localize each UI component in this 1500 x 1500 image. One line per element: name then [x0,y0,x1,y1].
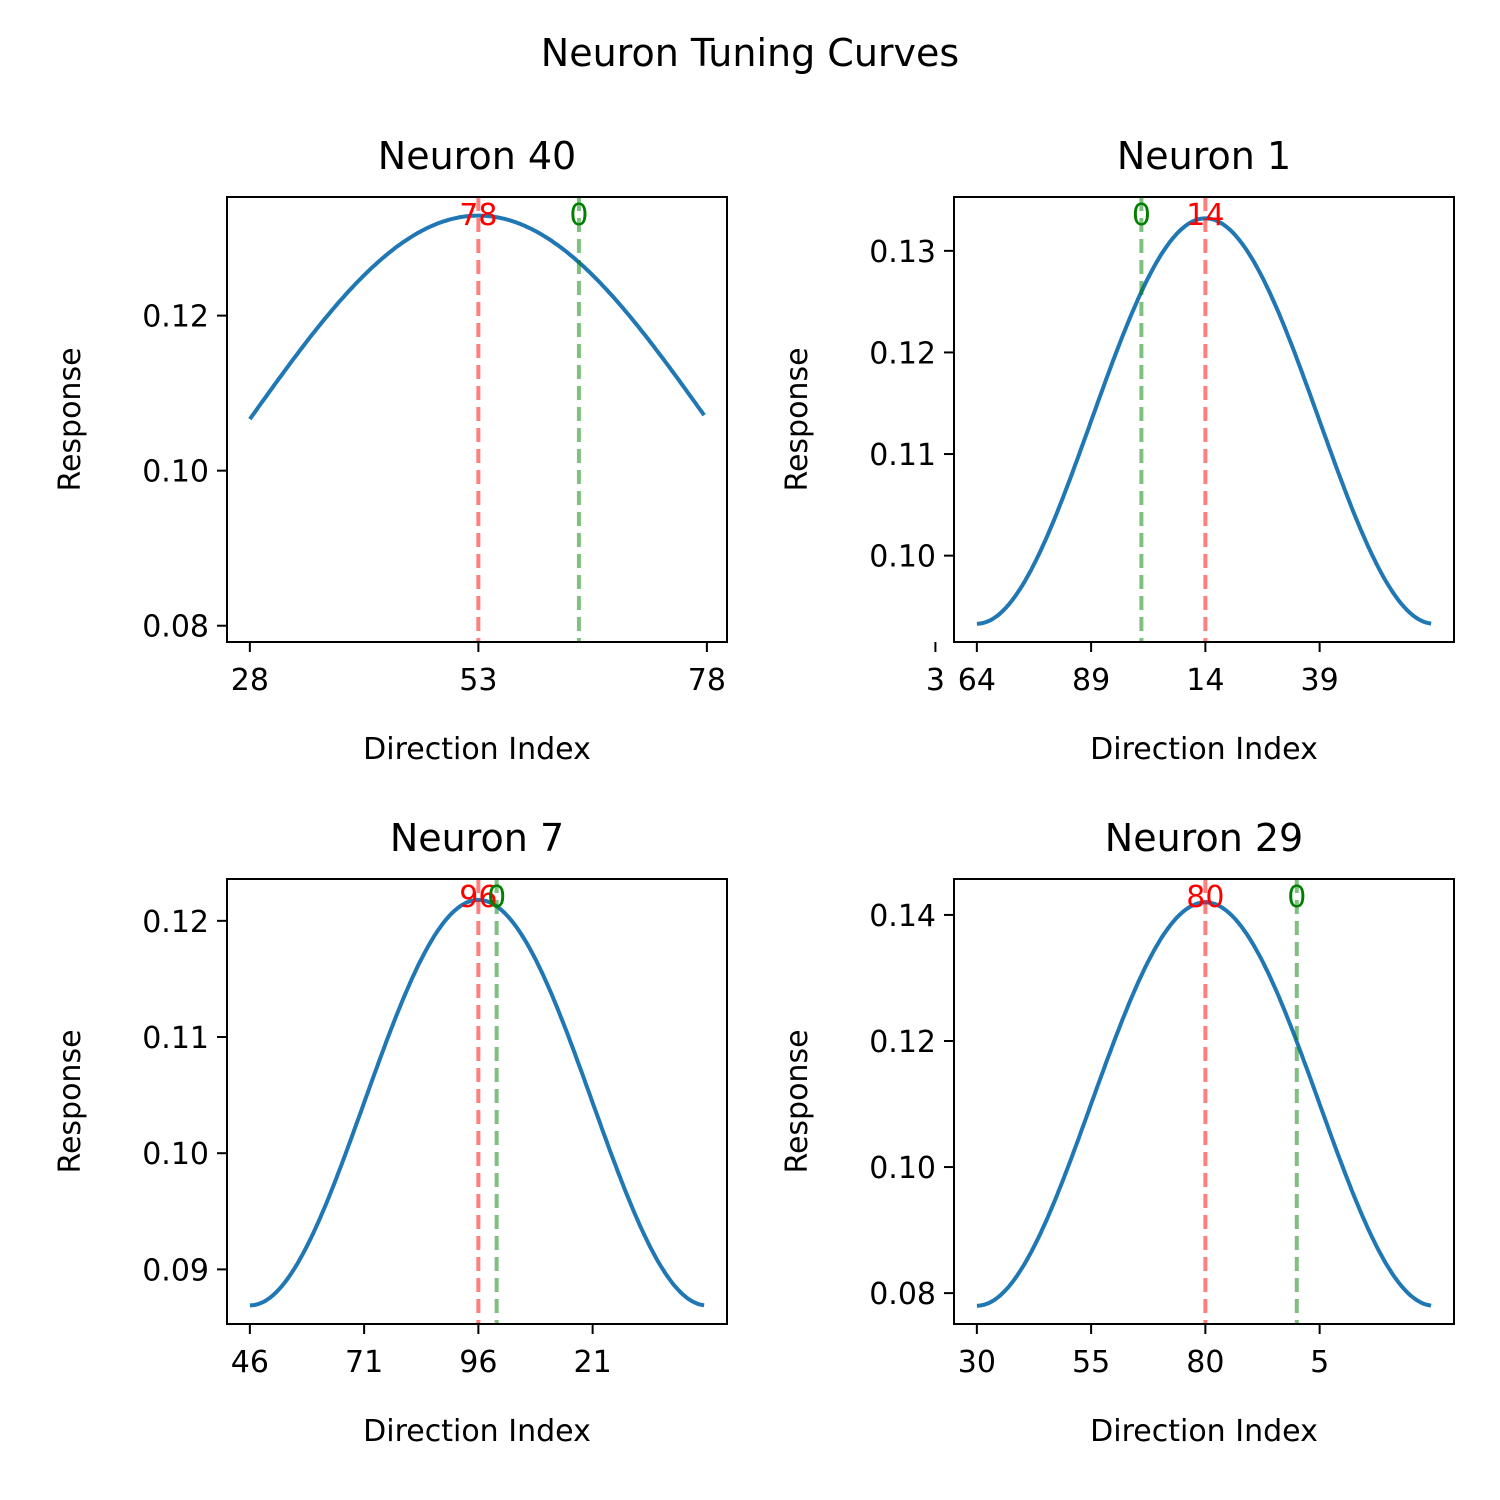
x-tick-label: 96 [459,1345,497,1380]
panel-title: Neuron 1 [1117,134,1291,178]
y-tick-label: 0.08 [869,1277,936,1312]
axes-frame [953,196,1455,643]
x-tick-label: 28 [231,663,269,698]
y-tick-label: 0.10 [142,1137,209,1172]
x-axis-label: Direction Index [363,732,591,767]
axes-frame [226,878,728,1325]
panel-title: Neuron 7 [390,816,564,860]
y-tick-label: 0.08 [142,610,209,645]
y-axis-label: Response [780,347,815,491]
x-tick-label: 71 [345,1345,383,1380]
y-tick-label: 0.10 [142,455,209,490]
x-tick-label: 3 [926,663,945,698]
y-tick-label: 0.12 [142,300,209,335]
y-tick-label: 0.11 [869,438,936,473]
figure-title: Neuron Tuning Curves [541,31,959,75]
x-tick-label: 14 [1186,663,1224,698]
y-tick-label: 0.12 [869,1025,936,1060]
x-tick-label: 30 [958,1345,996,1380]
y-axis-label: Response [53,347,88,491]
reference-direction-label: 0 [487,880,506,915]
y-tick-label: 0.14 [869,899,936,934]
y-tick-label: 0.12 [869,336,936,371]
tuning-curve-line [248,213,706,421]
axes-frame [226,196,728,643]
x-axis-label: Direction Index [363,1414,591,1449]
reference-direction-label: 0 [1132,198,1151,233]
x-tick-label: 89 [1072,663,1110,698]
y-tick-label: 0.13 [869,235,936,270]
x-tick-label: 80 [1186,1345,1224,1380]
x-tick-label: 46 [231,1345,269,1380]
subplot-panel-2: Neuron 1 0 14 64 89 14 39 0.10 0.11 0.12 0.13 Direc… [780,134,1455,767]
y-axis-label: Response [780,1029,815,1173]
subplots-grid: Neuron 40 78 0 28 53 78 3 0.08 0.10 0.12 Direction… [53,134,1455,1449]
x-tick-label: 21 [574,1345,612,1380]
reference-direction-label: 0 [1287,880,1306,915]
panel-title: Neuron 29 [1105,816,1303,860]
tuning-curve-line [249,897,705,1308]
y-axis-label: Response [53,1029,88,1173]
x-tick-label: 55 [1072,1345,1110,1380]
reference-direction-label: 0 [569,198,588,233]
x-tick-label: 5 [1310,1345,1329,1380]
y-tick-label: 0.10 [869,540,936,575]
x-tick-label: 78 [688,663,726,698]
preferred-direction-label: 78 [459,198,497,233]
preferred-direction-label: 96 [459,880,497,915]
x-axis-label: Direction Index [1090,1414,1318,1449]
subplot-panel-1: Neuron 40 78 0 28 53 78 3 0.08 0.10 0.12 Direction… [53,134,945,767]
y-tick-label: 0.12 [142,905,209,940]
x-tick-label: 39 [1301,663,1339,698]
x-tick-label: 53 [459,663,497,698]
y-tick-label: 0.11 [142,1021,209,1056]
panel-title: Neuron 40 [378,134,576,178]
x-tick-label: 64 [958,663,996,698]
y-tick-label: 0.10 [869,1151,936,1186]
x-axis-label: Direction Index [1090,732,1318,767]
y-tick-label: 0.09 [142,1253,209,1288]
preferred-direction-label: 14 [1186,198,1224,233]
axes-frame [953,878,1455,1325]
preferred-direction-label: 80 [1186,880,1224,915]
subplot-panel-4: Neuron 29 80 0 30 55 80 5 0.08 0.10 0.12 0.14 Direc… [780,816,1455,1449]
